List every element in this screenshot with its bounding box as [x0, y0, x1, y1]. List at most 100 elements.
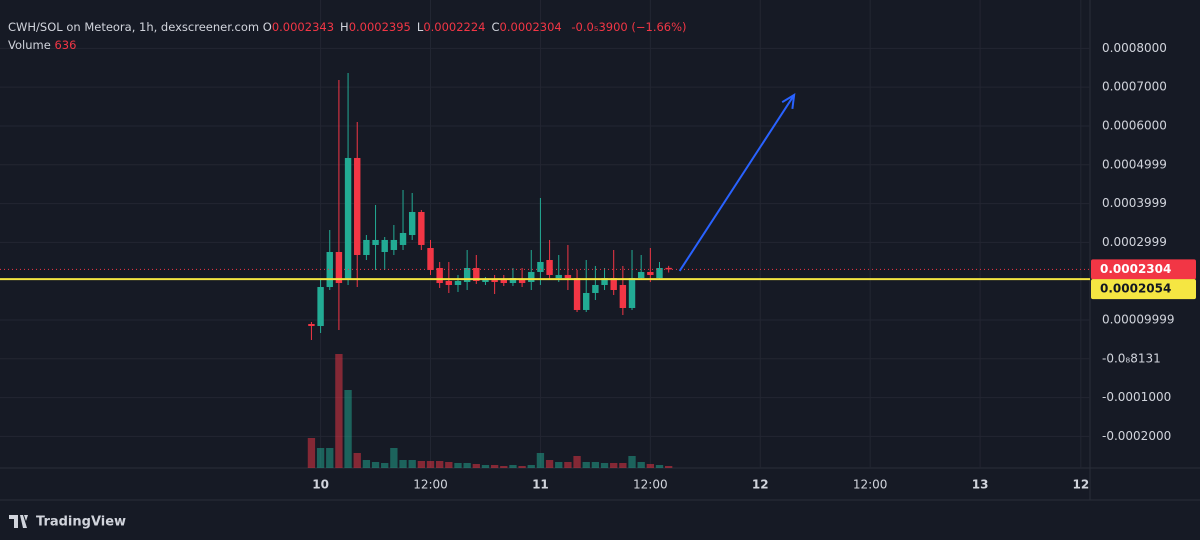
candle-body	[344, 157, 352, 280]
volume-value: 636	[54, 38, 77, 52]
candle-body	[427, 248, 434, 270]
volume-bar	[481, 465, 490, 468]
volume-bar	[655, 465, 664, 468]
candle-body	[317, 287, 324, 327]
y-tick-label: 0.0003999	[1102, 196, 1167, 210]
last-price-label: 0.0002304	[1100, 262, 1171, 276]
change: -0.0₅3900 (−1.66%)	[571, 20, 687, 34]
volume-label: Volume	[8, 38, 51, 52]
volume-bar	[316, 448, 325, 468]
x-tick-label: 12	[1072, 478, 1089, 492]
y-tick-label: -0.0₈8131	[1102, 351, 1161, 365]
candle-body	[482, 279, 489, 283]
ohlc-label: H	[340, 20, 349, 34]
candle-body	[592, 284, 599, 293]
y-tick-label: -0.0002000	[1102, 429, 1171, 443]
candle-body	[335, 252, 343, 284]
candle-body	[583, 292, 590, 310]
volume-bar	[463, 463, 471, 468]
last-price-tag	[1091, 259, 1196, 280]
candle-body	[665, 267, 672, 270]
candle-body	[454, 280, 462, 285]
candle-body	[363, 239, 370, 255]
plot: 0.0008000 0.0007000 0.0006000 0.0004999 0.00…	[0, 0, 1196, 492]
volume-bar	[326, 448, 334, 468]
marker-tag	[1091, 279, 1196, 300]
y-tick-label: 0.0004999	[1102, 157, 1167, 171]
candle-body	[463, 267, 471, 283]
candle-body	[601, 278, 608, 285]
logo-mark	[9, 515, 28, 528]
ohlc-label: O	[262, 20, 272, 34]
candle-body	[546, 260, 553, 275]
ohlc-label: C	[491, 20, 500, 34]
volume-bar	[353, 453, 361, 468]
volume-bar	[381, 463, 389, 468]
y-tick-label: -0.0001000	[1102, 390, 1171, 404]
ohlc-value: 0.0002304	[499, 20, 562, 34]
ohlc: O0.0002343 H0.0002395 L0.0002224 C0.0002304	[263, 20, 568, 34]
volume-bar	[518, 466, 526, 468]
volume-bar	[527, 465, 535, 468]
candle-body	[628, 278, 636, 309]
symbol-title: CWH/SOL on Meteora, 1h, dexscreener.com	[8, 20, 260, 34]
candle-body	[564, 274, 572, 279]
ohlc-label: L	[416, 20, 424, 34]
volume-bar	[344, 390, 352, 468]
volume-bar	[610, 463, 618, 468]
ohlc-value: 0.0002224	[423, 20, 486, 34]
volume-bar	[600, 463, 609, 468]
volume-bar	[417, 461, 426, 468]
marker-label: 0.0002054	[1100, 282, 1171, 296]
x-tick-label: 10	[312, 478, 329, 492]
x-tick-label: 11	[532, 478, 549, 492]
candle-body	[656, 267, 663, 279]
volume-bar	[390, 448, 398, 468]
candle-body	[326, 252, 333, 288]
candle-body	[418, 211, 425, 245]
volume-bar	[408, 460, 416, 468]
y-tick-label: 0.0007000	[1102, 80, 1167, 94]
candle-body	[390, 239, 398, 250]
volume-bar	[399, 460, 407, 468]
candle-body	[500, 279, 507, 284]
candle-body	[555, 274, 562, 279]
volume-row: Volume 636	[8, 36, 687, 54]
volume-bar	[472, 464, 480, 468]
volume-bar	[564, 462, 572, 468]
ohlc-value: 0.0002343	[271, 20, 335, 34]
volume-bar	[545, 460, 554, 468]
volume-bar	[335, 354, 343, 468]
y-tick-label: 0.0006000	[1102, 118, 1167, 132]
volume-bar	[454, 463, 462, 468]
y-tick-label: 0.0002999	[1102, 235, 1167, 249]
y-tick-label: 0.00009999	[1102, 312, 1175, 326]
candle-body	[573, 278, 581, 310]
x-tick-label: 12	[752, 478, 769, 492]
volume-bar	[628, 456, 636, 468]
tv-logo[interactable]: TradingView	[9, 515, 126, 530]
volume-bar	[619, 463, 627, 468]
candle-body	[509, 278, 517, 284]
symbol-row: CWH/SOL on Meteora, 1h, dexscreener.com …	[8, 18, 687, 36]
volume-bar	[445, 462, 453, 468]
candle-body	[436, 267, 443, 284]
volume-bar	[362, 460, 371, 468]
candle-body	[637, 271, 645, 279]
legend-header: CWH/SOL on Meteora, 1h, dexscreener.com …	[8, 18, 687, 54]
volume-bar	[637, 462, 645, 468]
volume-bar	[426, 461, 435, 468]
x-tick-label: 12:00	[413, 478, 448, 492]
volume-bar	[371, 462, 380, 468]
logo-text: TradingView	[36, 515, 126, 530]
volume-bar	[555, 462, 563, 468]
volume-bar	[307, 438, 316, 468]
volume-bar	[582, 462, 590, 468]
candle-body	[372, 239, 379, 245]
volume-bar	[664, 466, 673, 468]
candle-body	[354, 157, 361, 255]
volume-bar	[591, 462, 600, 468]
candle-body	[537, 261, 544, 272]
